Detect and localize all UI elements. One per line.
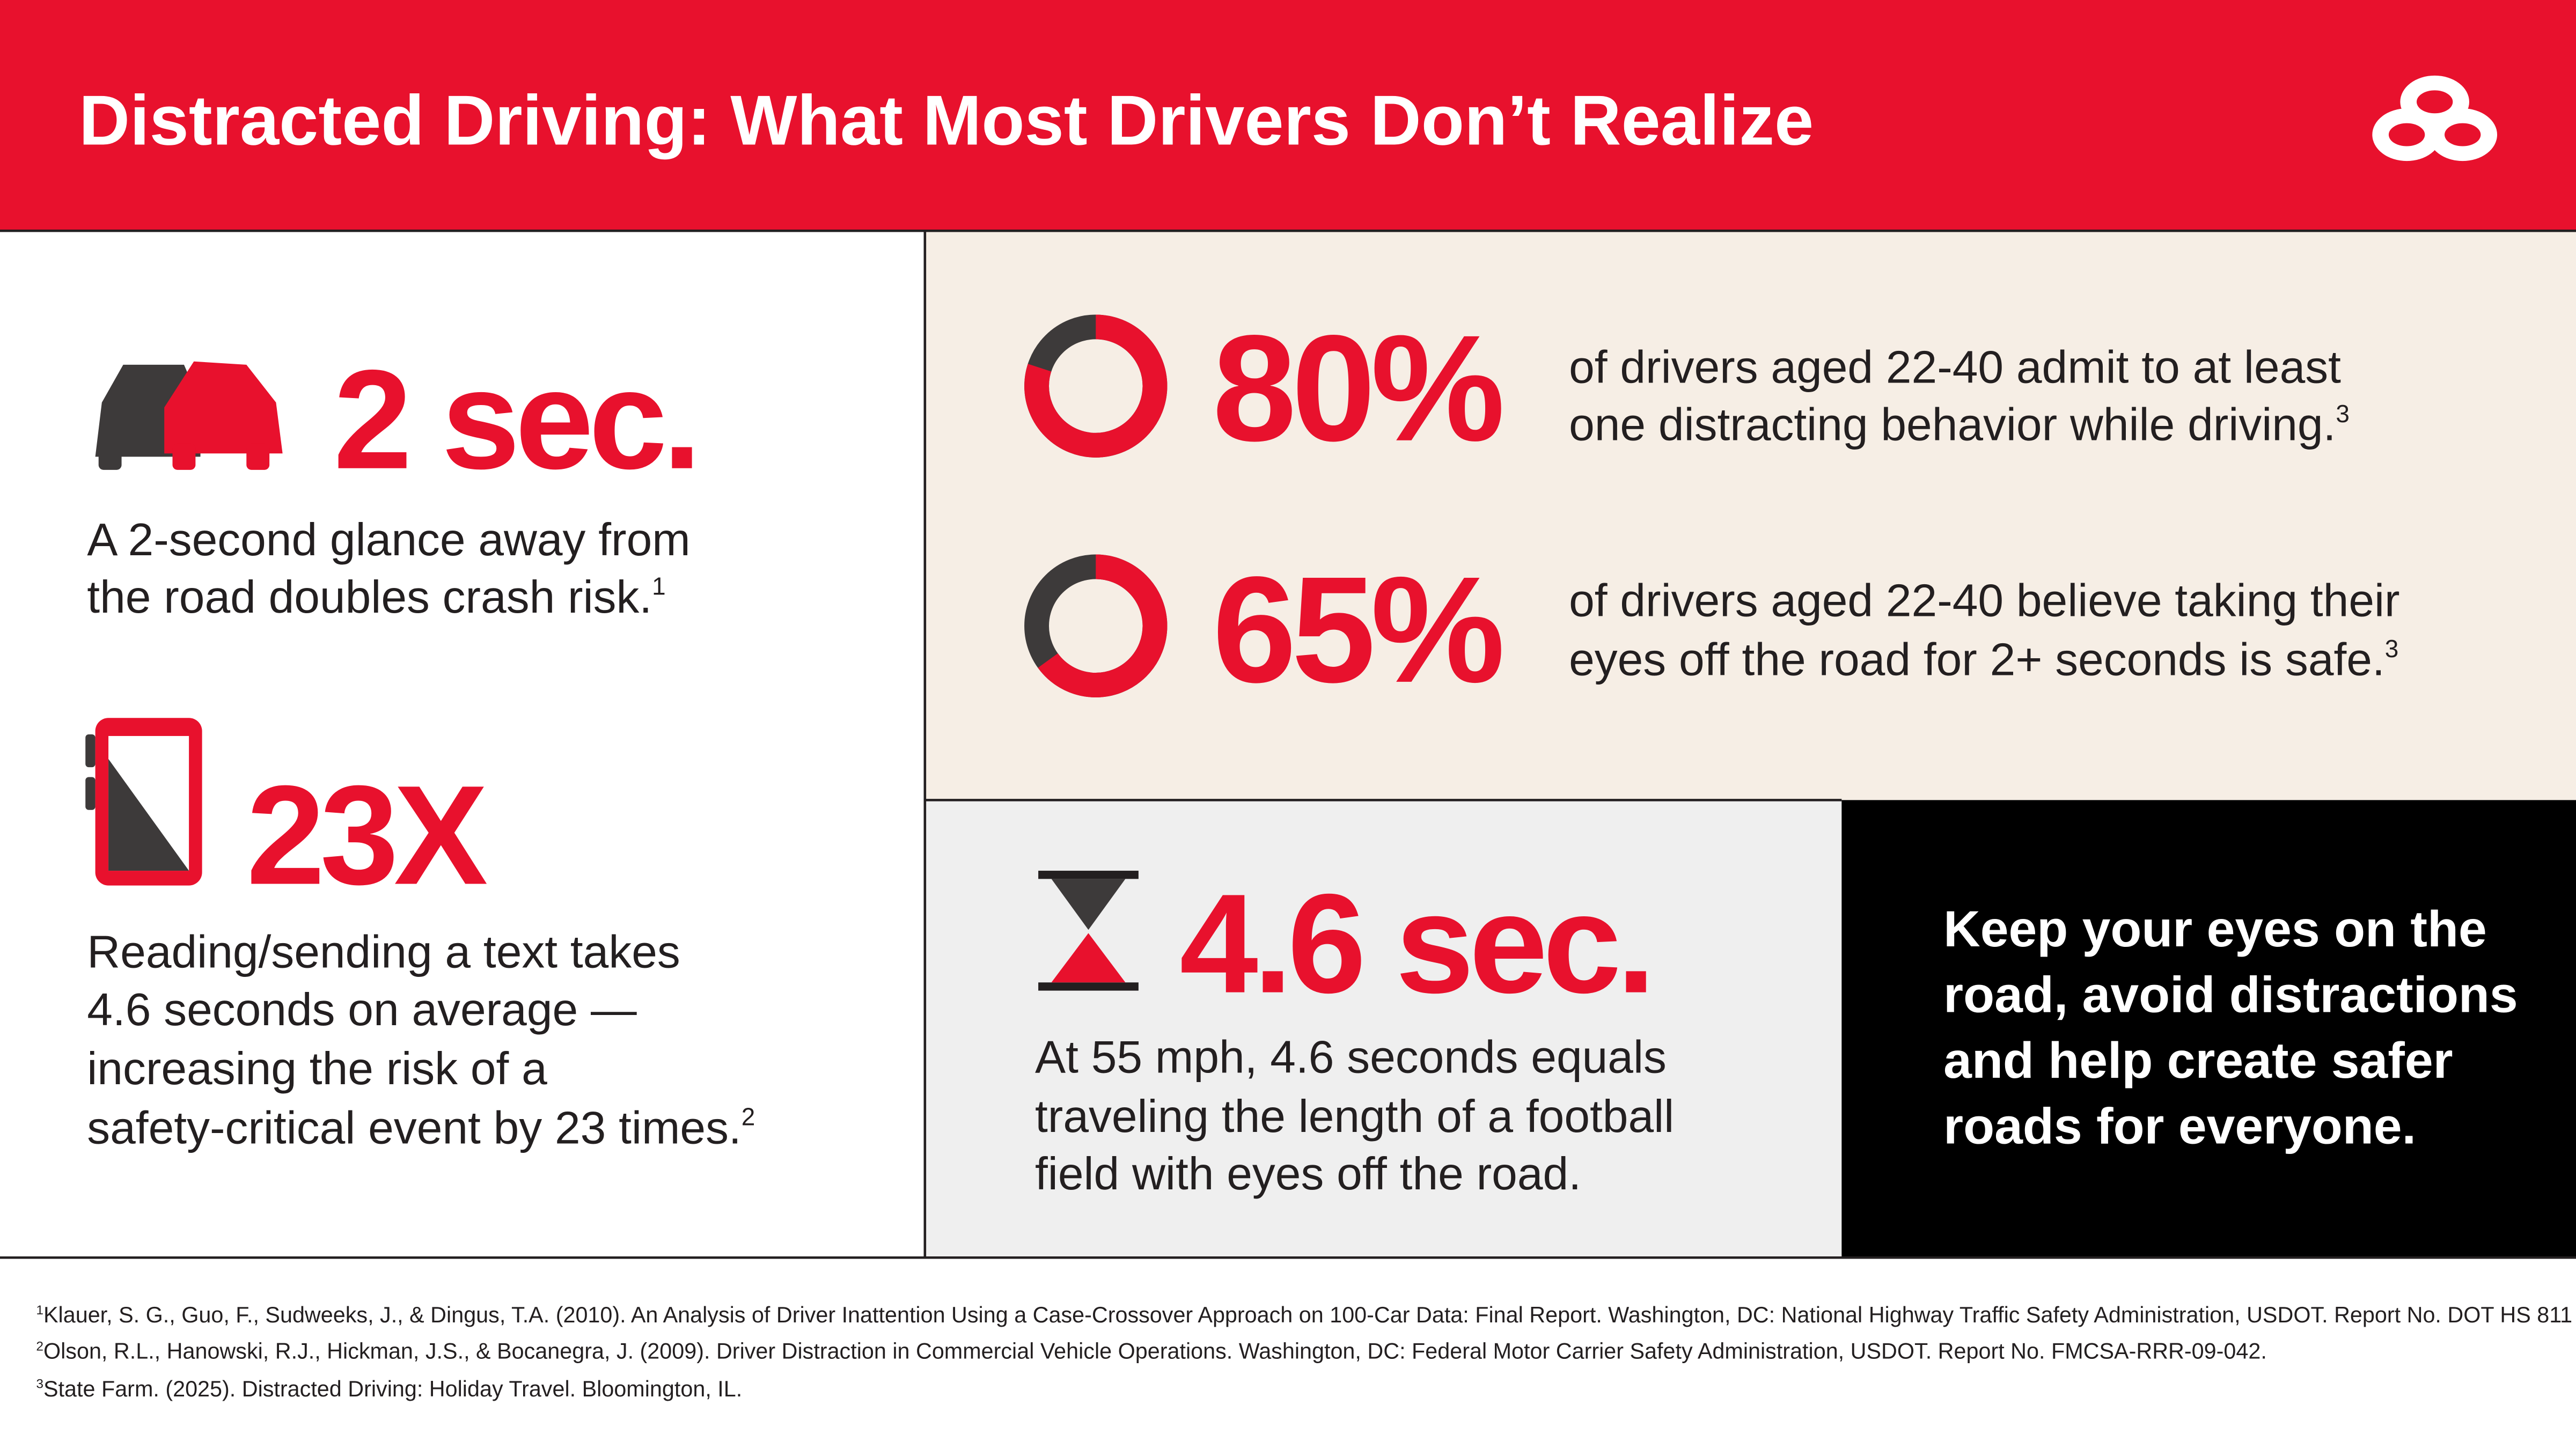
- footnote-text: Olson, R.L., Hanowski, R.J., Hickman, J.…: [43, 1339, 2267, 1364]
- donut-arc: [1024, 554, 1168, 697]
- body-text: the road doubles crash risk.: [87, 571, 652, 623]
- stat-label: 23X: [246, 756, 488, 914]
- stat-label: 2 sec.: [334, 341, 697, 498]
- body-line: one distracting behavior while driving.3: [1569, 399, 2350, 451]
- hourglass-icon: [1038, 871, 1139, 991]
- cta-line: roads for everyone.: [1943, 1098, 2416, 1154]
- body-line: increasing the risk of a: [87, 1043, 547, 1094]
- donut: [1024, 314, 1168, 458]
- footnote: 1Klauer, S. G., Guo, F., Sudweeks, J., &…: [36, 1303, 2576, 1327]
- body-text: one distracting behavior while driving.: [1569, 399, 2336, 451]
- footnote-ref: 2: [742, 1103, 755, 1131]
- car-icon: [95, 361, 283, 470]
- cta-panel: [1841, 800, 2576, 1257]
- footnote-text: Klauer, S. G., Guo, F., Sudweeks, J., & …: [43, 1303, 2576, 1327]
- body-line: eyes off the road for 2+ seconds is safe…: [1569, 634, 2398, 686]
- donut-arc: [1024, 314, 1168, 458]
- footnote: 2Olson, R.L., Hanowski, R.J., Hickman, J…: [36, 1339, 2266, 1364]
- body-line: the road doubles crash risk.1: [87, 571, 665, 623]
- footnote-marker: 2: [36, 1339, 43, 1354]
- footnote: 3State Farm. (2025). Distracted Driving:…: [36, 1377, 742, 1401]
- footnote-text: State Farm. (2025). Distracted Driving: …: [43, 1377, 742, 1401]
- footnote-marker: 1: [36, 1303, 43, 1318]
- stat-label: 80%: [1213, 304, 1503, 473]
- header-band: [0, 0, 2576, 230]
- stat-label: 65%: [1213, 545, 1503, 714]
- body-line: At 55 mph, 4.6 seconds equals: [1035, 1032, 1667, 1083]
- title: Distracted Driving: What Most Drivers Do…: [79, 80, 1814, 159]
- body-line: of drivers aged 22-40 admit to at least: [1569, 342, 2341, 393]
- stats-panel: [924, 230, 2576, 800]
- body-line: Reading/sending a text takes: [87, 926, 680, 978]
- logo: [2372, 75, 2498, 161]
- body-line: of drivers aged 22-40 believe taking the…: [1569, 575, 2400, 626]
- body-line: traveling the length of a football: [1035, 1091, 1674, 1142]
- footnote-marker: 3: [36, 1377, 43, 1392]
- cta-line: Keep your eyes on the: [1943, 901, 2487, 958]
- body-line: 4.6 seconds on average —: [87, 984, 637, 1035]
- footnote-ref: 3: [2385, 635, 2399, 663]
- body-text: eyes off the road for 2+ seconds is safe…: [1569, 634, 2385, 686]
- body-line: A 2-second glance away from: [87, 514, 690, 565]
- footnote-ref: 1: [652, 572, 666, 600]
- body-line: field with eyes off the road.: [1035, 1148, 1581, 1200]
- donut: [1024, 554, 1168, 697]
- cta-line: and help create safer: [1943, 1032, 2453, 1089]
- phone-icon: [85, 718, 202, 886]
- body-line: safety-critical event by 23 times.2: [87, 1102, 755, 1153]
- cta-line: road, avoid distractions: [1943, 966, 2518, 1023]
- footnote-ref: 3: [2336, 400, 2350, 428]
- stat-label: 4.6 sec.: [1179, 865, 1650, 1023]
- body-text: safety-critical event by 23 times.: [87, 1102, 741, 1153]
